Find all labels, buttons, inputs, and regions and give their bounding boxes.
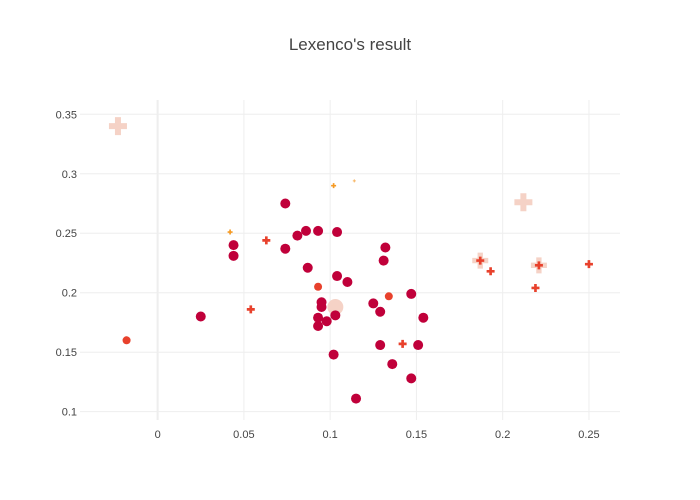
scatter-point-circle[interactable] [351, 393, 362, 404]
y-tick-label: 0.3 [62, 169, 77, 181]
scatter-point-circle[interactable] [292, 230, 303, 241]
scatter-point-circle[interactable] [330, 310, 341, 321]
y-tick-label: 0.1 [62, 407, 77, 419]
x-tick-label: 0.15 [406, 429, 427, 441]
scatter-point-circle[interactable] [380, 242, 391, 253]
scatter-point-circle[interactable] [406, 373, 417, 384]
scatter-point-circle[interactable] [327, 298, 344, 315]
scatter-point-circle[interactable] [302, 262, 313, 273]
scatter-point-circle[interactable] [280, 243, 291, 254]
scatter-point-circle[interactable] [313, 321, 324, 332]
scatter-point-circle[interactable] [413, 340, 424, 351]
scatter-point-cross[interactable] [476, 256, 485, 265]
x-tick-label: 0 [155, 429, 161, 441]
scatter-point-circle[interactable] [418, 312, 429, 323]
scatter-point-circle[interactable] [228, 250, 239, 261]
scatter-point-cross[interactable] [227, 229, 233, 235]
scatter-point-circle[interactable] [368, 298, 379, 309]
scatter-point-circle[interactable] [314, 282, 323, 291]
x-tick-label: 0.25 [578, 429, 599, 441]
scatter-point-circle[interactable] [313, 225, 324, 236]
scatter-point-circle[interactable] [384, 292, 393, 301]
scatter-point-circle[interactable] [378, 255, 389, 266]
scatter-point-circle[interactable] [195, 311, 206, 322]
scatter-point-circle[interactable] [328, 349, 339, 360]
scatter-point-circle[interactable] [321, 316, 332, 327]
scatter-point-circle[interactable] [387, 359, 398, 370]
scatter-point-circle[interactable] [332, 271, 343, 282]
scatter-point-circle[interactable] [342, 277, 353, 288]
y-tick-label: 0.15 [56, 347, 77, 359]
scatter-point-cross[interactable] [398, 339, 407, 348]
scatter-point-cross[interactable] [514, 193, 533, 212]
scatter-point-cross[interactable] [584, 260, 593, 269]
scatter-point-cross[interactable] [486, 267, 495, 276]
scatter-point-circle[interactable] [313, 312, 324, 323]
grid-layer [80, 100, 620, 420]
y-tick-label: 0.2 [62, 288, 77, 300]
scatter-point-circle[interactable] [375, 306, 386, 317]
scatter-point-cross[interactable] [108, 117, 127, 136]
scatter-point-cross[interactable] [246, 305, 255, 314]
scatter-point-circle[interactable] [301, 225, 312, 236]
scatter-point-cross[interactable] [331, 183, 337, 189]
x-tick-label: 0.1 [323, 429, 338, 441]
chart-title: Lexenco's result [289, 35, 412, 54]
point-layer [108, 117, 593, 404]
tick-label-layer: 0 0.05 0.1 0.15 0.2 0.25 0.1 0.15 0.2 0.25 0.3 0.35 [56, 109, 600, 441]
x-tick-label: 0.05 [233, 429, 254, 441]
scatter-point-circle[interactable] [280, 198, 291, 209]
scatter-point-cross[interactable] [531, 283, 540, 292]
scatter-point-circle[interactable] [406, 288, 417, 299]
x-tick-label: 0.2 [495, 429, 510, 441]
scatter-point-circle[interactable] [122, 336, 131, 345]
scatter-point-circle[interactable] [228, 240, 239, 251]
scatter-point-cross[interactable] [534, 261, 543, 270]
y-tick-label: 0.35 [56, 109, 77, 121]
y-tick-label: 0.25 [56, 228, 77, 240]
scatter-point-circle[interactable] [316, 301, 327, 312]
scatter-point-circle[interactable] [332, 227, 343, 238]
scatter-point-circle[interactable] [375, 340, 386, 351]
scatter-point-cross[interactable] [352, 179, 356, 183]
scatter-point-cross[interactable] [262, 236, 271, 245]
